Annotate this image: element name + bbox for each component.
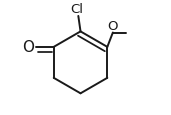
Text: O: O: [108, 20, 118, 33]
Text: Cl: Cl: [71, 3, 84, 16]
Text: O: O: [22, 40, 34, 55]
